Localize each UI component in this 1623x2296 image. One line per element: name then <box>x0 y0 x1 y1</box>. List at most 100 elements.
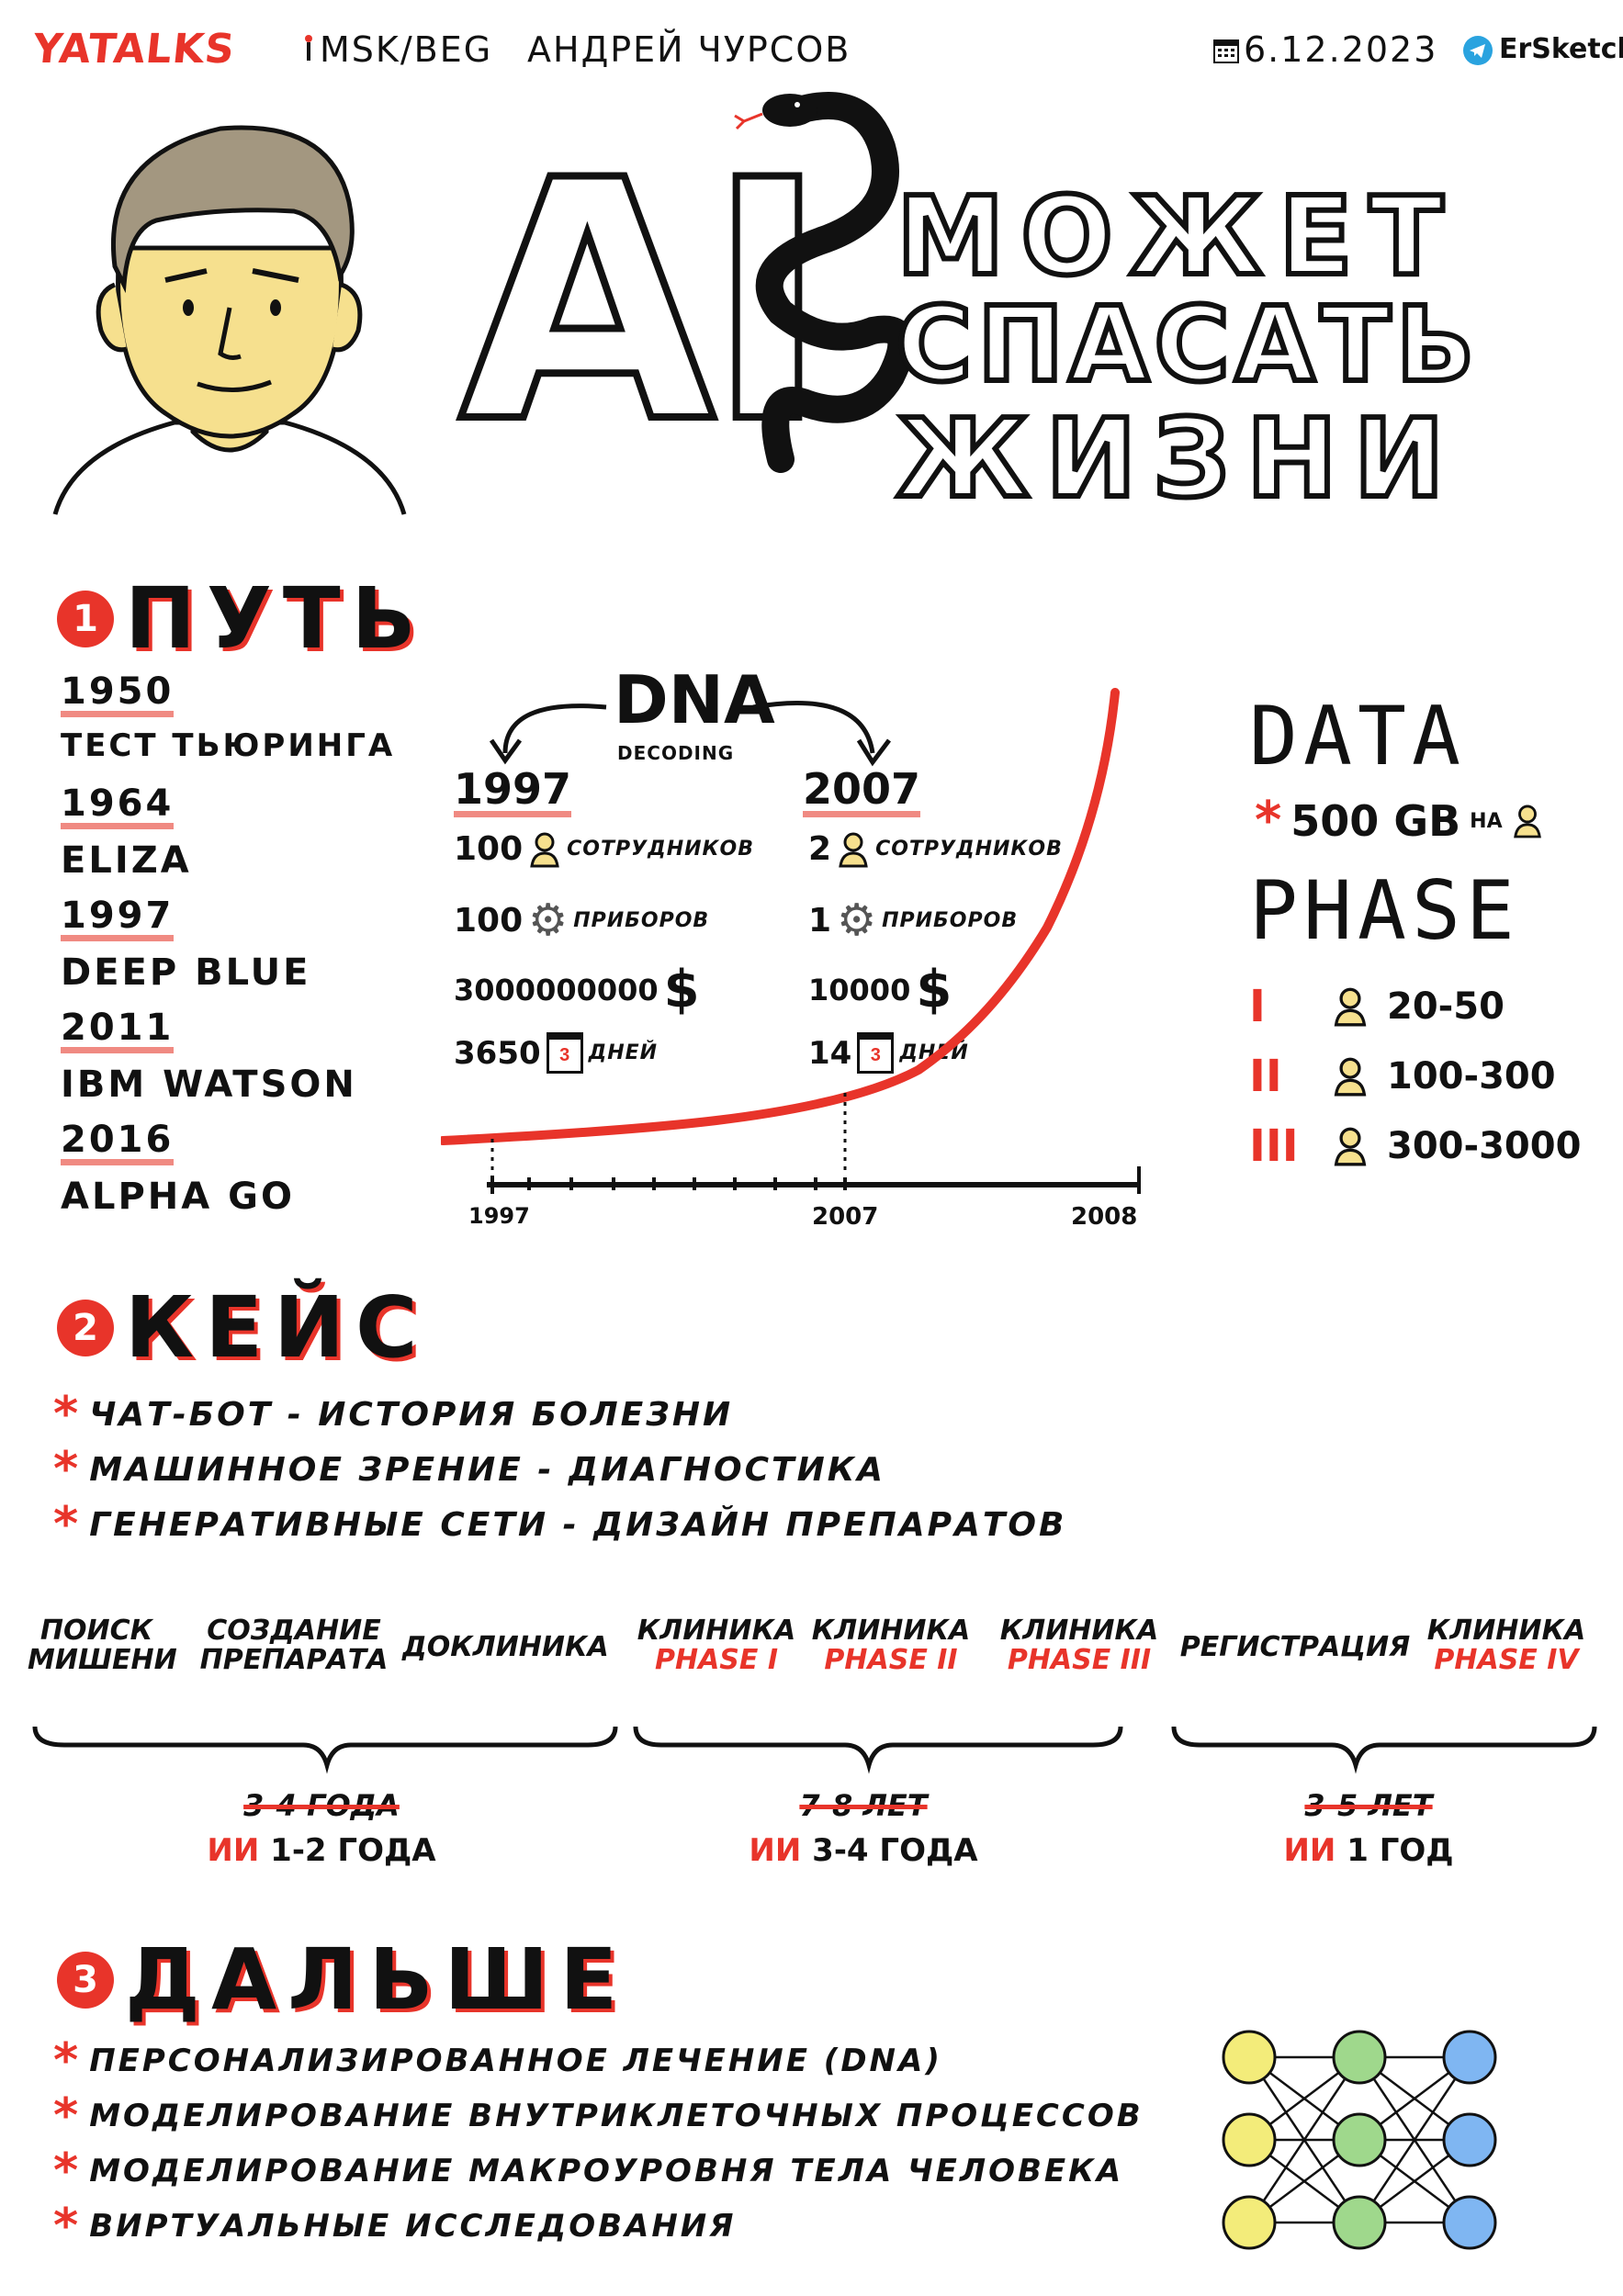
list-item: * ЧАТ-БОТ - ИСТОРИЯ БОЛЕЗНИ <box>53 1387 734 1442</box>
data-per: НА <box>1470 809 1503 833</box>
asterisk-icon: * <box>53 2088 79 2144</box>
location-pin-icon <box>305 35 312 61</box>
neural-network-icon <box>1222 2030 1497 2250</box>
list-item: * МАШИННОЕ ЗРЕНИЕ - ДИАГНОСТИКА <box>53 1442 886 1497</box>
list-item: * ВИРТУАЛЬНЫЕ ИССЛЕДОВАНИЯ <box>53 2199 737 2254</box>
future-list: * ПЕРСОНАЛИЗИРОВАННОЕ ЛЕЧЕНИЕ (DNA) * МО… <box>53 2033 1174 2254</box>
dna-arrows <box>489 701 891 767</box>
event-date: 6.12.2023 <box>1244 29 1438 70</box>
pipeline-stage: КЛИНИКА PHASE IV <box>1426 1615 1586 1676</box>
pipeline-stage: ПОИСК МИШЕНИ <box>28 1615 177 1676</box>
phase-roman: III <box>1249 1120 1299 1172</box>
person-icon <box>1513 805 1541 838</box>
dna-decoding-block: DNA DECODING 1997 100 СОТРУДНИКОВ 100 ⚙ … <box>441 661 1231 1240</box>
old-duration: 3-5 ЛЕТ <box>1304 1788 1433 1823</box>
dna-right-year: 2007 <box>803 767 921 818</box>
timeline-event: IBM WATSON <box>61 1064 357 1106</box>
pipeline-stage: ДОКЛИНИКА <box>402 1631 609 1663</box>
list-item: * ГЕНЕРАТИВНЫЕ СЕТИ - ДИЗАЙН ПРЕПАРАТОВ <box>53 1497 1067 1552</box>
cases-list: * ЧАТ-БОТ - ИСТОРИЯ БОЛЕЗНИ * МАШИННОЕ З… <box>53 1387 1155 1552</box>
new-duration: 1-2 ГОДА <box>270 1831 436 1869</box>
dna-right-staff-label: СОТРУДНИКОВ <box>875 838 1063 861</box>
dna-left-days-label: ДНЕЙ <box>588 1041 659 1064</box>
phase-range: 300-3000 <box>1387 1125 1582 1167</box>
new-duration: 1 ГОД <box>1347 1831 1454 1869</box>
timeline-event: DEEP BLUE <box>61 951 311 994</box>
timeline-event: ALPHA GO <box>61 1176 295 1218</box>
title-line-1: МОЖЕТ <box>894 173 1460 299</box>
dna-right-money: 10000 <box>808 973 911 1007</box>
phase-roman: II <box>1249 1051 1282 1102</box>
dna-left-staff: 100 <box>454 830 524 868</box>
section-1-title: ПУТЬ <box>125 569 427 668</box>
header: YATALKS MSK/BEG АНДРЕЙ ЧУРСОВ 6.12.2023 … <box>30 22 1623 86</box>
phase-title: PHASE <box>1249 863 1520 958</box>
credit-author: ErSketch <box>1499 33 1623 65</box>
axis-label-start: 1997 <box>468 1203 530 1229</box>
asterisk-icon: * <box>53 2144 79 2199</box>
calendar-icon: 3 <box>546 1032 583 1074</box>
gear-icon: ⚙ <box>837 895 877 946</box>
calendar-icon <box>1213 39 1239 63</box>
telegram-icon <box>1463 36 1493 65</box>
axis-label-end: 2008 <box>1071 1203 1138 1231</box>
dna-left-devices-label: ПРИБОРОВ <box>573 908 710 932</box>
section-3-header: 3 ДАЛЬШЕ <box>57 1930 628 2029</box>
dna-left-days: 3650 <box>454 1034 541 1072</box>
brand-logo: YATALKS <box>30 26 238 73</box>
person-icon <box>1334 1127 1367 1166</box>
author-name: АНДРЕЙ ЧУРСОВ <box>527 29 851 70</box>
dna-left-devices: 100 <box>454 901 524 940</box>
asterisk-icon: * <box>53 1442 79 1497</box>
section-2-title: КЕЙС <box>125 1278 429 1377</box>
pipeline-stage: КЛИНИКА PHASE II <box>811 1615 971 1676</box>
pipeline-group-2: 7-8 ЛЕТ ИИ 3-4 ГОДА <box>689 1788 1038 1869</box>
timeline-year: 1997 <box>61 896 175 941</box>
calendar-icon: 3 <box>857 1032 895 1074</box>
data-title: DATA <box>1249 689 1466 783</box>
snake-icon <box>734 92 916 473</box>
timeline-event: ELIZA <box>61 839 192 882</box>
new-duration: 3-4 ГОДА <box>812 1831 978 1869</box>
dna-right-devices-label: ПРИБОРОВ <box>882 908 1019 932</box>
drug-pipeline: ПОИСК МИШЕНИ СОЗДАНИЕ ПРЕПАРАТА ДОКЛИНИКА … <box>28 1616 1598 1892</box>
person-icon <box>530 832 559 867</box>
dna-right-devices: 1 <box>808 901 832 940</box>
section-2-header: 2 КЕЙС <box>57 1278 429 1377</box>
dna-right-days: 14 <box>808 1034 852 1072</box>
old-duration: 7-8 ЛЕТ <box>799 1788 928 1823</box>
timeline-year: 2011 <box>61 1008 175 1053</box>
section-2-number: 2 <box>57 1299 114 1356</box>
ai-label: ИИ <box>749 1831 802 1869</box>
title-line-3: ЖИЗНИ <box>894 395 1461 522</box>
pipeline-stage: КЛИНИКА PHASE III <box>999 1615 1159 1676</box>
asterisk-icon: * <box>53 2199 79 2254</box>
pipeline-group-3: 3-5 ЛЕТ ИИ 1 ГОД <box>1194 1788 1543 1869</box>
list-item: * ПЕРСОНАЛИЗИРОВАННОЕ ЛЕЧЕНИЕ (DNA) <box>53 2033 942 2088</box>
timeline-event: ТЕСТ ТЬЮРИНГА <box>61 727 396 764</box>
dna-left-staff-label: СОТРУДНИКОВ <box>567 838 754 861</box>
person-icon <box>839 832 868 867</box>
list-item: * МОДЕЛИРОВАНИЕ МАКРОУРОВНЯ ТЕЛА ЧЕЛОВЕК… <box>53 2144 1124 2199</box>
title-line-2: СПАСАТЬ <box>894 286 1481 405</box>
old-duration: 3-4 ГОДА <box>243 1788 400 1823</box>
section-1-number: 1 <box>57 590 114 647</box>
person-icon <box>1334 1057 1367 1097</box>
data-phase-panel: DATA * 500 GB НА PHASE I 20-50 II 100-30… <box>1249 689 1617 1185</box>
timeline-year: 2016 <box>61 1120 175 1165</box>
asterisk-icon: * <box>53 1497 79 1552</box>
dna-left-year: 1997 <box>454 767 572 818</box>
pipeline-stage: СОЗДАНИЕ ПРЕПАРАТА <box>199 1615 389 1676</box>
list-item: * МОДЕЛИРОВАНИЕ ВНУТРИКЛЕТОЧНЫХ ПРОЦЕССО… <box>53 2088 1144 2144</box>
gear-icon: ⚙ <box>528 895 569 946</box>
phase-range: 100-300 <box>1387 1055 1556 1097</box>
timeline-year: 1950 <box>61 672 175 717</box>
pipeline-group-1: 3-4 ГОДА ИИ 1-2 ГОДА <box>147 1788 496 1869</box>
asterisk-icon: * <box>1255 791 1282 850</box>
phase-roman: I <box>1249 981 1266 1032</box>
section-3-number: 3 <box>57 1951 114 2009</box>
section-1-header: 1 ПУТЬ <box>57 569 427 668</box>
dollar-icon: $ <box>916 960 952 1019</box>
asterisk-icon: * <box>53 1387 79 1442</box>
speaker-portrait <box>52 125 407 515</box>
